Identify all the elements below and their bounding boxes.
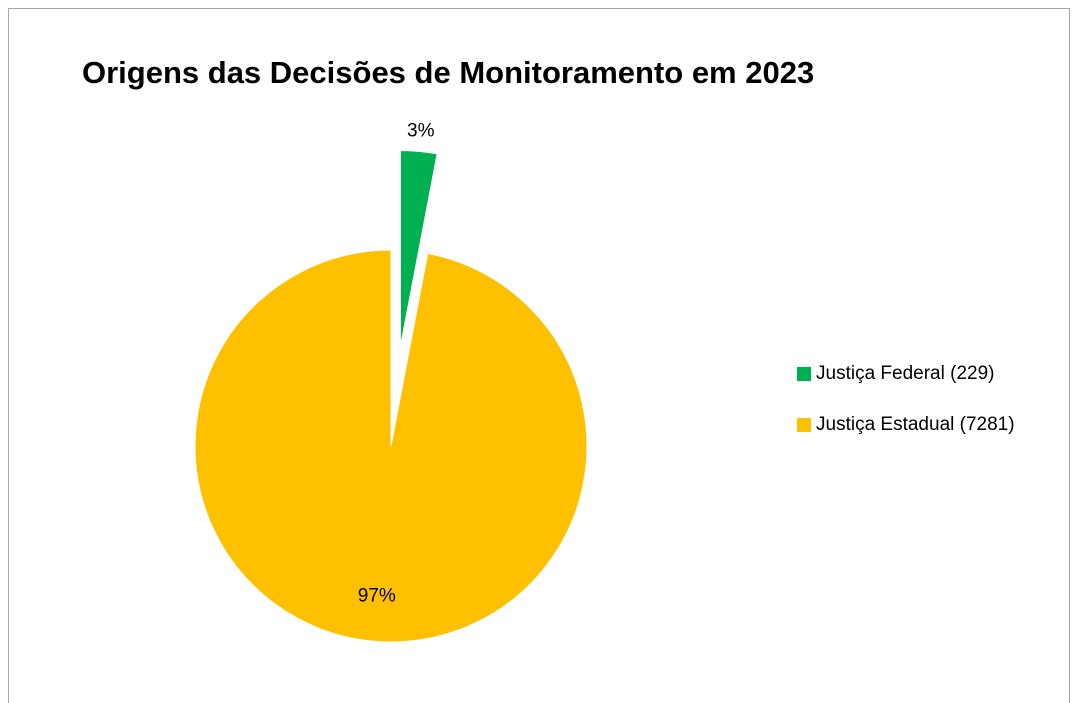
chart-title: Origens das Decisões de Monitoramento em… [82,55,814,90]
data-label: 3% [407,120,435,141]
pie-slice [399,149,438,347]
data-label: 97% [358,585,396,606]
legend-swatch [797,367,811,381]
legend-label: Justiça Estadual (7281) [816,414,1015,435]
legend-label: Justiça Federal (229) [816,363,994,384]
legend-swatch [797,418,811,432]
pie-slice [194,249,588,643]
